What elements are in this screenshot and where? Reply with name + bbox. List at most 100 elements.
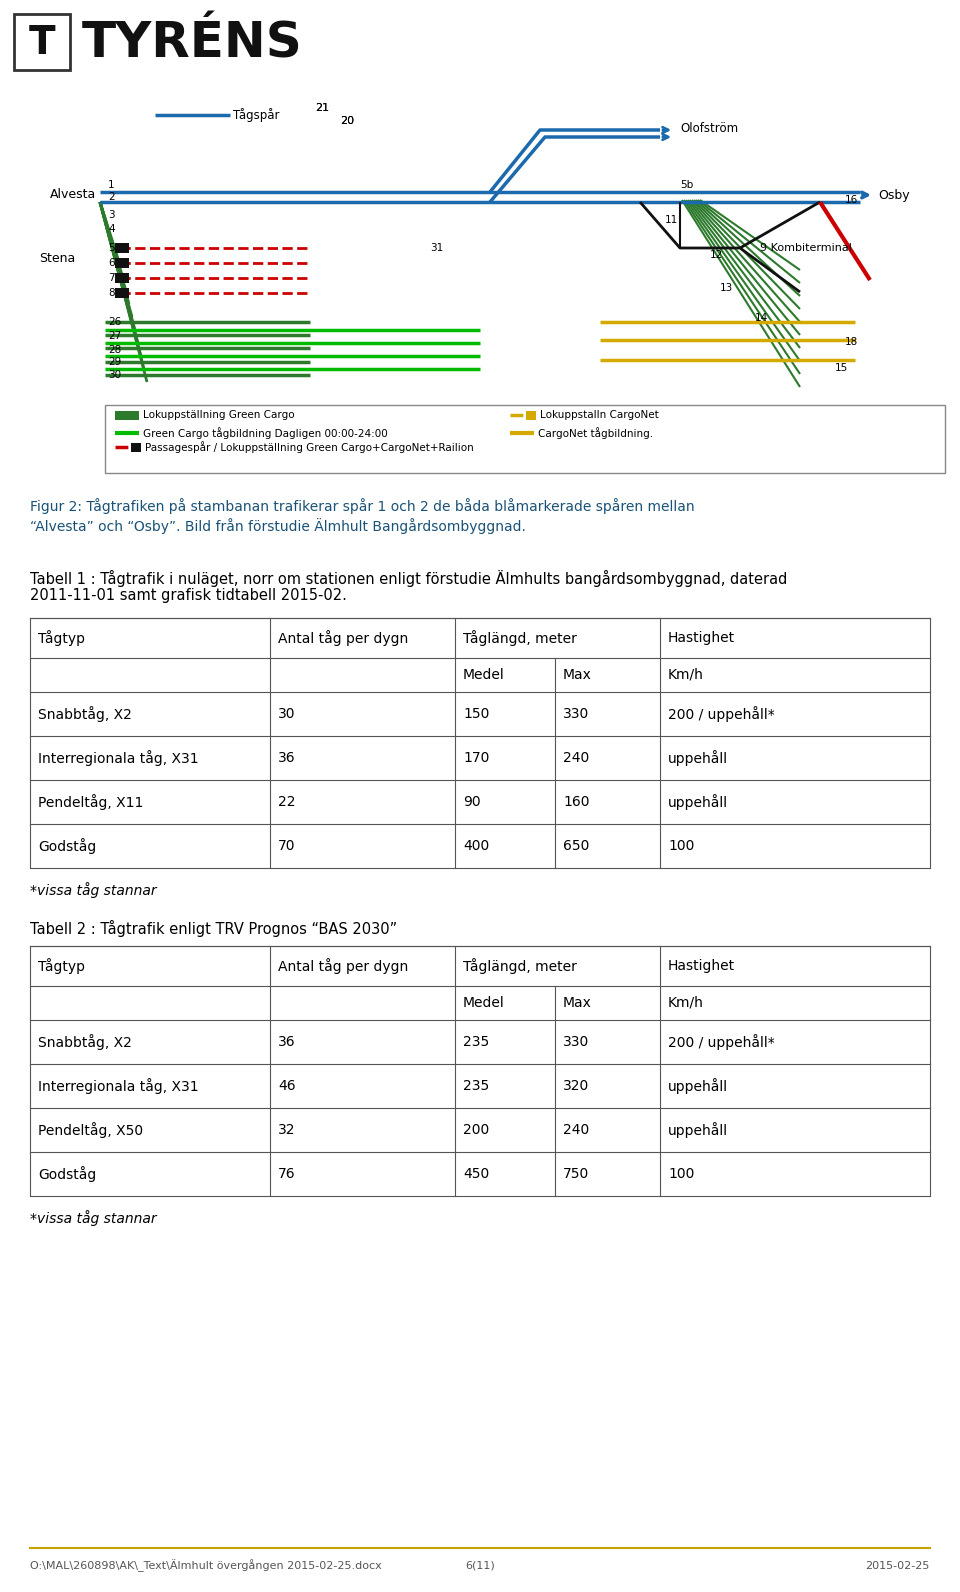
Text: 36: 36 — [278, 1035, 296, 1049]
Text: 32: 32 — [278, 1122, 296, 1137]
Text: 320: 320 — [563, 1079, 589, 1094]
Text: 5b: 5b — [680, 180, 693, 189]
Text: 46: 46 — [278, 1079, 296, 1094]
Text: 1: 1 — [108, 180, 114, 189]
Text: Snabbtåg, X2: Snabbtåg, X2 — [38, 705, 132, 723]
Text: Max: Max — [563, 997, 592, 1009]
Text: 27: 27 — [108, 331, 121, 341]
Bar — [526, 411, 536, 420]
Bar — [105, 404, 945, 473]
Text: uppehåll: uppehåll — [668, 1078, 728, 1094]
Text: 15: 15 — [835, 363, 849, 373]
Text: Pendeltåg, X11: Pendeltåg, X11 — [38, 794, 143, 810]
Text: T: T — [29, 24, 56, 62]
Text: 90: 90 — [463, 794, 481, 809]
Text: Interregionala tåg, X31: Interregionala tåg, X31 — [38, 750, 199, 766]
Text: *vissa tåg stannar: *vissa tåg stannar — [30, 1210, 156, 1226]
Bar — [115, 258, 129, 267]
Bar — [115, 244, 129, 253]
Text: 160: 160 — [563, 794, 589, 809]
Text: Tåglängd, meter: Tåglängd, meter — [463, 630, 577, 646]
Text: Olofström: Olofström — [680, 121, 738, 134]
Text: 100: 100 — [668, 839, 694, 853]
Text: 11: 11 — [665, 215, 679, 224]
Text: Max: Max — [563, 669, 592, 681]
Text: 170: 170 — [463, 751, 490, 766]
Text: 76: 76 — [278, 1167, 296, 1181]
Text: uppehåll: uppehåll — [668, 794, 728, 810]
Text: Km/h: Km/h — [668, 997, 704, 1009]
Text: 330: 330 — [563, 1035, 589, 1049]
Text: 6(11): 6(11) — [466, 1562, 494, 1571]
Text: 330: 330 — [563, 707, 589, 721]
Bar — [131, 443, 141, 452]
Text: Antal tåg per dygn: Antal tåg per dygn — [278, 958, 408, 974]
Text: Lokuppställning Green Cargo: Lokuppställning Green Cargo — [143, 411, 295, 420]
Text: “Alvesta” och “Osby”. Bild från förstudie Älmhult Bangårdsombyggnad.: “Alvesta” och “Osby”. Bild från förstudi… — [30, 517, 526, 533]
Text: Medel: Medel — [463, 997, 505, 1009]
Text: 12: 12 — [710, 250, 723, 259]
Text: CargoNet tågbildning.: CargoNet tågbildning. — [538, 427, 653, 439]
Text: Lokuppstalln CargoNet: Lokuppstalln CargoNet — [540, 411, 659, 420]
Text: 5: 5 — [108, 244, 114, 253]
Text: Km/h: Km/h — [668, 669, 704, 681]
Text: Osby: Osby — [878, 188, 910, 202]
Text: 3: 3 — [108, 210, 114, 220]
Text: Tågtyp: Tågtyp — [38, 630, 85, 646]
Text: 750: 750 — [563, 1167, 589, 1181]
Text: TYRÉNS: TYRÉNS — [82, 19, 302, 67]
Text: uppehåll: uppehåll — [668, 1122, 728, 1138]
Text: Passagespår / Lokuppställning Green Cargo+CargoNet+Railion: Passagespår / Lokuppställning Green Carg… — [145, 441, 473, 454]
Text: 13: 13 — [720, 283, 733, 293]
Text: Figur 2: Tågtrafiken på stambanan trafikerar spår 1 och 2 de båda blåmarkerade s: Figur 2: Tågtrafiken på stambanan trafik… — [30, 498, 695, 514]
Text: 7: 7 — [108, 272, 114, 283]
Text: 650: 650 — [563, 839, 589, 853]
Text: 21: 21 — [315, 103, 329, 113]
Bar — [115, 288, 129, 298]
Text: Tågtyp: Tågtyp — [38, 958, 85, 974]
Text: 2015-02-25: 2015-02-25 — [866, 1562, 930, 1571]
Text: 30: 30 — [278, 707, 296, 721]
Text: 8: 8 — [108, 288, 114, 298]
Text: Hastighet: Hastighet — [668, 958, 735, 973]
Bar — [115, 411, 139, 420]
Text: 235: 235 — [463, 1035, 490, 1049]
Text: Stena: Stena — [38, 252, 75, 264]
Text: 450: 450 — [463, 1167, 490, 1181]
Text: 36: 36 — [278, 751, 296, 766]
Text: Pendeltåg, X50: Pendeltåg, X50 — [38, 1122, 143, 1138]
Text: Snabbtåg, X2: Snabbtåg, X2 — [38, 1035, 132, 1051]
Text: Medel: Medel — [463, 669, 505, 681]
Text: Godståg: Godståg — [38, 837, 96, 853]
Text: 2: 2 — [108, 193, 114, 202]
Text: Interregionala tåg, X31: Interregionala tåg, X31 — [38, 1078, 199, 1094]
Text: Godståg: Godståg — [38, 1165, 96, 1181]
Text: Tabell 1 : Tågtrafik i nuläget, norr om stationen enligt förstudie Älmhults bang: Tabell 1 : Tågtrafik i nuläget, norr om … — [30, 570, 787, 587]
Text: Green Cargo tågbildning Dagligen 00:00-24:00: Green Cargo tågbildning Dagligen 00:00-2… — [143, 427, 388, 439]
Text: 28: 28 — [108, 345, 121, 355]
Text: 100: 100 — [668, 1167, 694, 1181]
Text: 26: 26 — [108, 317, 121, 326]
Text: Tåglängd, meter: Tåglängd, meter — [463, 958, 577, 974]
Bar — [115, 272, 129, 283]
Text: Hastighet: Hastighet — [668, 630, 735, 645]
Text: 9 Kombiterminal: 9 Kombiterminal — [760, 244, 852, 253]
Text: 14: 14 — [755, 314, 768, 323]
Text: 2011-11-01 samt grafisk tidtabell 2015-02.: 2011-11-01 samt grafisk tidtabell 2015-0… — [30, 587, 347, 603]
Text: O:\MAL\260898\AK\_Text\Älmhult övergången 2015-02-25.docx: O:\MAL\260898\AK\_Text\Älmhult övergånge… — [30, 1560, 382, 1573]
Text: 200 / uppehåll*: 200 / uppehåll* — [668, 1035, 775, 1051]
Text: 240: 240 — [563, 1122, 589, 1137]
Text: 400: 400 — [463, 839, 490, 853]
Text: 20: 20 — [340, 116, 354, 126]
Text: 200: 200 — [463, 1122, 490, 1137]
Text: 22: 22 — [278, 794, 296, 809]
Text: Tabell 2 : Tågtrafik enligt TRV Prognos “BAS 2030”: Tabell 2 : Tågtrafik enligt TRV Prognos … — [30, 920, 397, 938]
Text: 150: 150 — [463, 707, 490, 721]
Text: 29: 29 — [108, 357, 121, 368]
Text: 16: 16 — [845, 194, 858, 205]
Text: Alvesta: Alvesta — [50, 188, 96, 202]
Text: 240: 240 — [563, 751, 589, 766]
Text: 18: 18 — [845, 338, 858, 347]
Text: 31: 31 — [430, 244, 444, 253]
Text: uppehåll: uppehåll — [668, 750, 728, 766]
